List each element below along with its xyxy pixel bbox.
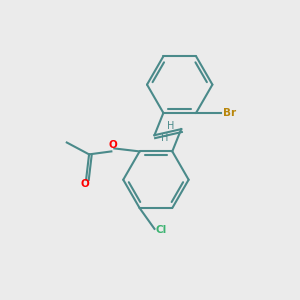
Text: Br: Br — [223, 108, 236, 118]
Text: O: O — [109, 140, 117, 151]
Text: H: H — [161, 133, 169, 143]
Text: Cl: Cl — [156, 225, 167, 235]
Text: O: O — [80, 179, 89, 189]
Text: H: H — [167, 121, 175, 131]
